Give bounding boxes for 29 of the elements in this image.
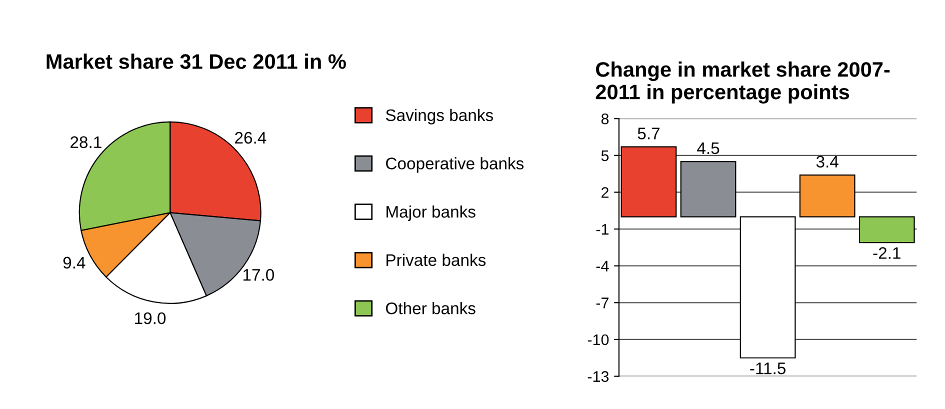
data-label: 17.0 — [243, 268, 274, 281]
y-tick-label: -10 — [588, 334, 609, 346]
data-label: 28.1 — [70, 136, 102, 148]
bar — [799, 174, 856, 218]
data-label: 3.4 — [816, 156, 838, 168]
data-label: 19.0 — [135, 312, 166, 324]
y-tick-label: -1 — [596, 224, 609, 235]
bar — [680, 161, 736, 218]
legend-label: Cooperative banks — [386, 157, 524, 173]
bar — [740, 216, 796, 358]
data-label: 5.7 — [638, 128, 660, 140]
data-label: -11.5 — [750, 362, 786, 374]
data-label: 9.4 — [63, 256, 86, 269]
y-tick-label: -13 — [588, 371, 609, 382]
y-tick-label: 2 — [602, 187, 608, 198]
data-label: 4.5 — [697, 142, 720, 154]
y-tick-label: -7 — [596, 298, 608, 308]
legend-label: Major banks — [386, 205, 476, 221]
data-label: 26.4 — [235, 132, 266, 144]
y-tick-label: 8 — [601, 113, 609, 124]
chart-title: Change in market share 2007- 2011 in percentage points — [596, 62, 890, 104]
legend-label: Savings banks — [386, 108, 493, 124]
legend-label: Private banks — [386, 254, 486, 266]
y-tick-label: -4 — [596, 260, 609, 272]
legend-label: Other banks — [386, 302, 476, 314]
data-label: -2.1 — [873, 247, 900, 259]
bar — [858, 216, 915, 244]
chart-title: Market share 31 Dec 2011 in % — [46, 54, 346, 69]
y-tick-label: 5 — [601, 150, 609, 162]
